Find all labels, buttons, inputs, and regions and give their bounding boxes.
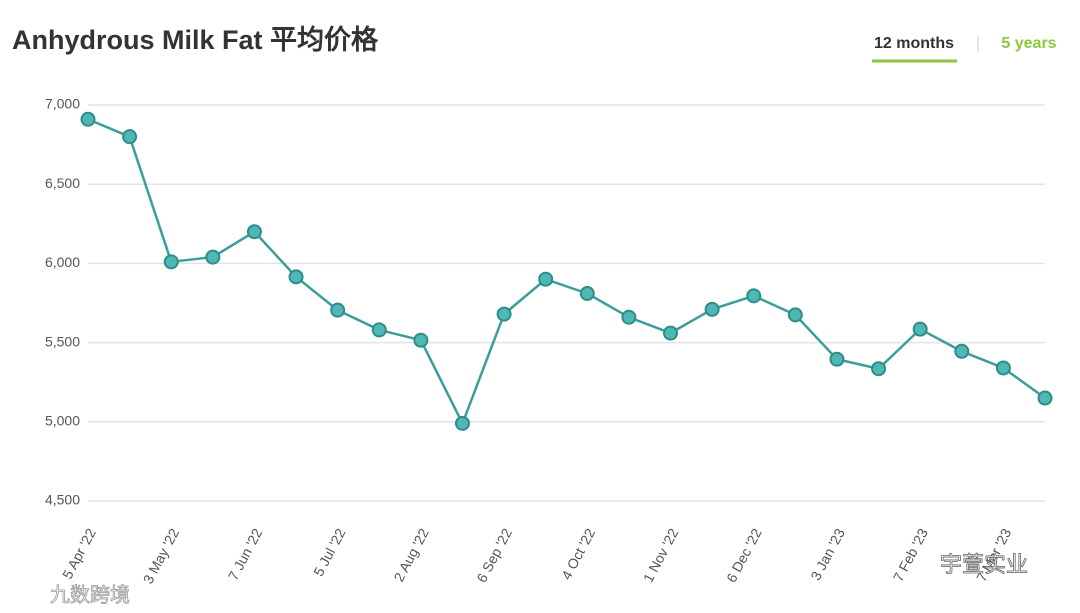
x-tick-label: 5 Apr '22 xyxy=(59,525,99,581)
marker xyxy=(330,302,346,318)
x-tick-label: 7 Feb '23 xyxy=(890,525,931,584)
x-tick-label: 6 Sep '22 xyxy=(473,525,515,585)
y-tick-label: 7,000 xyxy=(45,96,80,112)
x-tick-label: 1 Nov '22 xyxy=(640,525,682,585)
marker xyxy=(746,288,762,304)
y-tick-label: 5,000 xyxy=(45,413,80,429)
y-tick-label: 6,500 xyxy=(45,175,80,191)
marker xyxy=(246,224,262,240)
marker xyxy=(205,249,221,265)
marker xyxy=(704,301,720,317)
watermark: 九数跨境 xyxy=(50,583,130,606)
y-tick-label: 4,500 xyxy=(45,492,80,508)
y-tick-label: 5,500 xyxy=(45,333,80,349)
tab[interactable]: 5 years xyxy=(1001,35,1056,52)
y-tick-label: 6,000 xyxy=(45,254,80,270)
x-tick-label: 7 Jun '22 xyxy=(225,525,266,582)
marker xyxy=(496,306,512,322)
marker xyxy=(663,325,679,341)
marker xyxy=(1037,390,1053,406)
x-tick-label: 3 May '22 xyxy=(140,525,183,586)
marker xyxy=(454,415,470,431)
marker xyxy=(538,271,554,287)
marker xyxy=(579,285,595,301)
marker xyxy=(621,309,637,325)
marker xyxy=(829,351,845,367)
marker xyxy=(912,321,928,337)
x-tick-label: 2 Aug '22 xyxy=(390,525,431,584)
x-tick-label: 4 Oct '22 xyxy=(558,525,598,582)
marker xyxy=(995,360,1011,376)
marker xyxy=(954,343,970,359)
marker xyxy=(871,361,887,377)
line xyxy=(87,118,1046,427)
marker xyxy=(787,307,803,323)
chart-title: Anhydrous Milk Fat 平均价格 xyxy=(12,25,379,55)
marker xyxy=(163,254,179,270)
marker xyxy=(288,269,304,285)
marker xyxy=(122,129,138,145)
x-tick-label: 3 Jan '23 xyxy=(807,525,848,582)
marker xyxy=(371,322,387,338)
marker xyxy=(80,111,96,127)
x-tick-label: 5 Jul '22 xyxy=(310,525,349,578)
marker xyxy=(413,332,429,348)
x-tick-label: 6 Dec '22 xyxy=(723,525,765,585)
tab[interactable]: 12 months xyxy=(874,35,954,52)
watermark: 宇萱实业 xyxy=(940,552,1028,577)
